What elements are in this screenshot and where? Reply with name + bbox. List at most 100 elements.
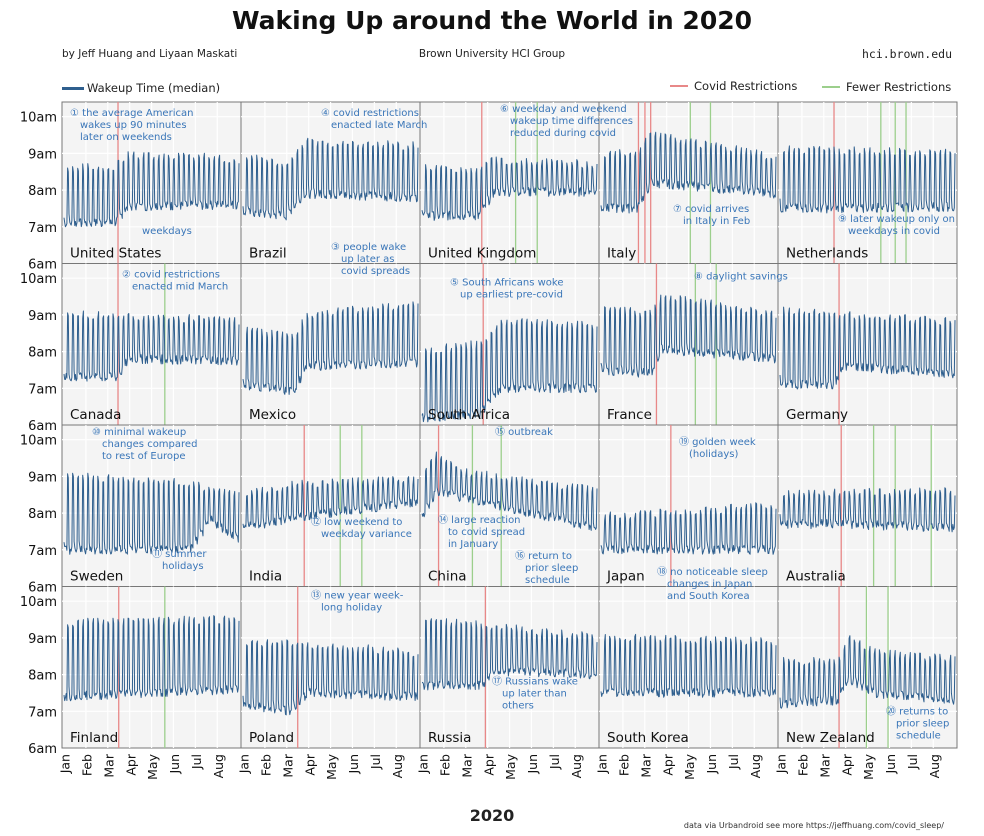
- annotation-line: schedule: [525, 575, 570, 586]
- x-tick-label: May: [682, 753, 697, 779]
- x-tick-label: Mar: [638, 753, 653, 777]
- authors-line: by Jeff Huang and Liyaan Maskati: [62, 48, 238, 60]
- x-tick-label: Apr: [123, 753, 138, 775]
- x-tick-label: May: [861, 753, 876, 779]
- country-label: Australia: [786, 569, 846, 585]
- x-axis-title: 2020: [469, 806, 515, 825]
- annotation-line: ② covid restrictions: [122, 270, 220, 281]
- annotation-line: ③ people wake: [331, 242, 406, 253]
- y-tick-label: 10am: [20, 434, 57, 449]
- annotation: ⑪ summer holidays: [152, 548, 207, 572]
- site-url[interactable]: hci.brown.edu: [861, 47, 952, 61]
- chart-title: Waking Up around the World in 2020: [231, 6, 753, 35]
- series-line-poland: [242, 639, 419, 716]
- series-line-australia: [779, 487, 956, 533]
- annotation: ⑩ minimal wakeup changes compared to rest …: [92, 427, 197, 462]
- annotation-line: long holiday: [321, 603, 382, 614]
- x-tick-label: Feb: [80, 754, 95, 776]
- country-label: Italy: [607, 246, 636, 262]
- series-line-netherlands: [779, 145, 956, 214]
- annotation: ⑦ covid arrives in Italy in Feb: [673, 204, 750, 227]
- annotation: ② covid restrictions enacted mid March: [122, 270, 228, 293]
- series-line-russia: [421, 618, 598, 691]
- annotation: ⑬ new year week-long holiday: [311, 590, 404, 614]
- annotation-line: ① the average American: [70, 108, 193, 119]
- annotation: ④ covid restrictions enacted late March: [321, 108, 427, 131]
- annotation-line: weekday variance: [321, 529, 412, 540]
- series-line-italy: [600, 131, 777, 214]
- y-tick-label: 9am: [28, 470, 57, 485]
- annotation-line: wakeup time differences: [510, 116, 633, 127]
- annotation-line: wakes up 90 minutes: [80, 120, 187, 131]
- group-name: Brown University HCI Group: [418, 48, 566, 60]
- country-label: United States: [70, 246, 161, 262]
- legend-wakeup: Wakeup Time (median): [62, 81, 220, 95]
- x-tick-label: Jan: [416, 754, 431, 774]
- series-line-sweden: [63, 472, 240, 555]
- x-tick-label: Jun: [167, 754, 182, 775]
- x-tick-label: Mar: [101, 753, 116, 777]
- annotation-line: ④ covid restrictions: [321, 108, 419, 119]
- country-label: South Africa: [428, 407, 510, 423]
- legend-covid-swatch: [670, 85, 688, 87]
- annotation-line: and South Korea: [667, 591, 750, 602]
- legend-wakeup-label: Wakeup Time (median): [87, 81, 221, 95]
- annotation-line: ⑰ Russians wake: [492, 676, 578, 688]
- y-tick-label: 6am: [28, 419, 57, 434]
- country-label: Poland: [249, 730, 294, 746]
- x-tick-label: May: [145, 753, 160, 779]
- series-line-finland: [63, 615, 240, 702]
- legend-fewer: Fewer Restrictions: [822, 80, 951, 94]
- series-line-india: [242, 476, 419, 529]
- annotation-line: ⑱ no noticeable sleep: [657, 566, 768, 578]
- series-line-mexico: [242, 301, 419, 395]
- x-tick-label: Jul: [368, 754, 383, 770]
- y-tick-label: 10am: [20, 111, 57, 126]
- annotation: ⑮ outbreak: [495, 426, 553, 438]
- x-tick-label: May: [324, 753, 339, 779]
- series-line-canada: [63, 310, 240, 382]
- x-tick-label: Jul: [726, 754, 741, 770]
- country-label: Japan: [606, 569, 645, 585]
- annotation: ③ people wake up later as covid spreads: [331, 242, 410, 277]
- annotation-line: changes in Japan: [667, 579, 752, 590]
- x-tick-label: Jun: [704, 754, 719, 775]
- country-label: China: [428, 569, 467, 585]
- annotation-line: reduced during covid: [510, 128, 616, 139]
- x-tick-label: Mar: [817, 753, 832, 777]
- credit-line: data via Urbandroid see more https://jef…: [683, 821, 944, 830]
- x-tick-label: Mar: [459, 753, 474, 777]
- y-tick-label: 9am: [28, 632, 57, 647]
- annotation-line: enacted mid March: [132, 282, 228, 293]
- x-tick-label: Mar: [280, 753, 295, 777]
- annotation-line: weekdays: [142, 226, 192, 237]
- series-line-china: [421, 451, 598, 531]
- legend-fewer-swatch: [822, 86, 840, 88]
- annotation-line: schedule: [896, 731, 941, 742]
- annotation: ⑲ golden week (holidays): [679, 436, 756, 460]
- legend-fewer-label: Fewer Restrictions: [846, 80, 952, 94]
- annotation-line: in Italy in Feb: [683, 216, 750, 227]
- country-label: South Korea: [607, 730, 689, 746]
- country-label: Sweden: [70, 569, 123, 585]
- annotation-line: ⑬ new year week-: [311, 590, 404, 602]
- x-tick-label: Feb: [617, 754, 632, 776]
- x-tick-label: Jun: [346, 754, 361, 775]
- annotation-line: weekdays in covid: [848, 226, 940, 237]
- y-tick-label: 10am: [20, 272, 57, 287]
- annotation-line: ⑯ return to: [515, 550, 572, 562]
- y-tick-label: 6am: [28, 581, 57, 596]
- annotation: weekdays: [142, 226, 192, 237]
- annotation-line: prior sleep: [525, 563, 578, 574]
- annotation-line: changes compared: [102, 439, 197, 450]
- x-tick-label: Jul: [189, 754, 204, 770]
- annotation: ⑰ Russians wake up later than others: [492, 676, 578, 712]
- x-tick-label: Aug: [927, 754, 942, 778]
- annotation: ⑫ low weekend to weekday variance: [311, 516, 412, 540]
- x-tick-label: May: [503, 753, 518, 779]
- series-line-united-states: [63, 151, 240, 228]
- x-tick-label: Aug: [748, 754, 763, 778]
- y-tick-label: 8am: [28, 346, 57, 361]
- legend-covid-label: Covid Restrictions: [694, 79, 798, 93]
